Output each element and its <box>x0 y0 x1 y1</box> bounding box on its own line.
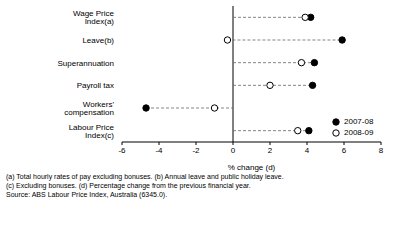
svg-text:-4: -4 <box>155 146 163 155</box>
svg-text:Leave(b): Leave(b) <box>82 36 114 45</box>
svg-text:-2: -2 <box>192 146 200 155</box>
svg-text:Superannuation: Superannuation <box>58 59 115 68</box>
svg-text:8: 8 <box>379 146 384 155</box>
html-text:2008-09: 2008-09 <box>344 128 374 137</box>
svg-text:6: 6 <box>342 146 347 155</box>
svg-text:2: 2 <box>268 146 273 155</box>
svg-text:-6: -6 <box>118 146 126 155</box>
svg-text:Workers'compensation: Workers'compensation <box>64 100 114 117</box>
svg-text:Labour PriceIndex(c): Labour PriceIndex(c) <box>69 123 115 140</box>
svg-text:Wage PriceIndex(a): Wage PriceIndex(a) <box>73 9 115 26</box>
svg-text:0: 0 <box>231 146 236 155</box>
svg-text:Payroll tax: Payroll tax <box>77 81 114 90</box>
html-text:(a) Total hourly rates of pay: (a) Total hourly rates of pay excluding … <box>6 173 284 180</box>
svg-text:% change (d): % change (d) <box>228 163 276 172</box>
svg-text:4: 4 <box>305 146 310 155</box>
html-text:Source: ABS Labour Price Index: Source: ABS Labour Price Index, Australi… <box>6 191 168 198</box>
html-text:(c) Excluding bonuses. (d) Per: (c) Excluding bonuses. (d) Percentage ch… <box>6 182 251 189</box>
html-text:2007-08: 2007-08 <box>344 117 374 126</box>
